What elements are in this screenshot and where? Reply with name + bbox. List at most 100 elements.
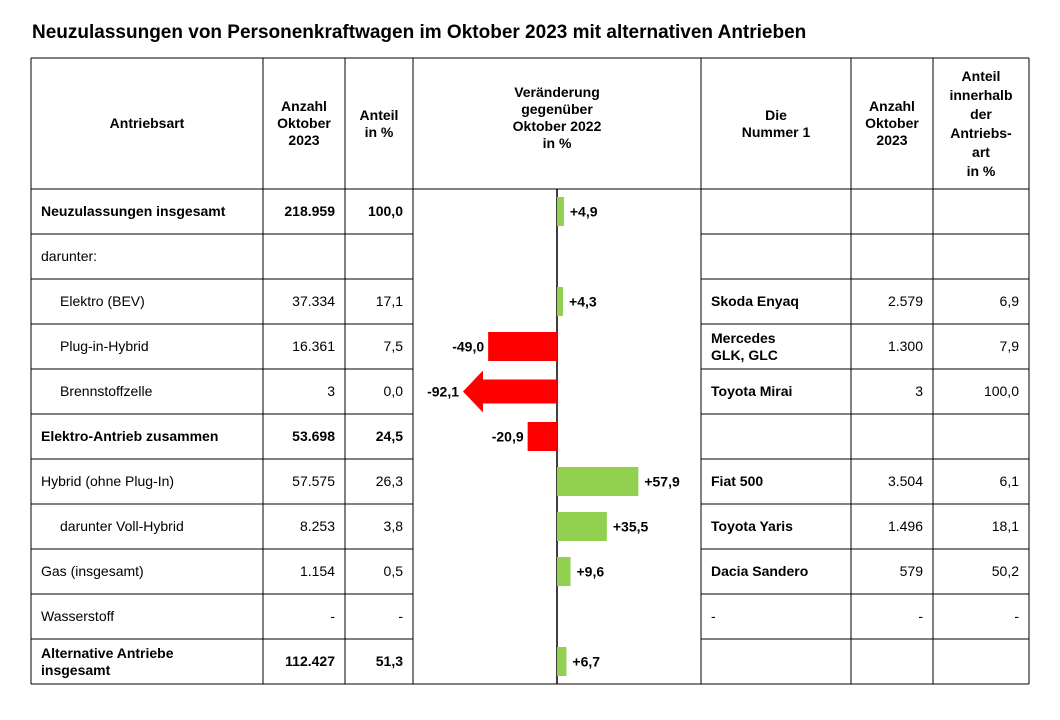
row-top-model-line: Mercedes — [711, 329, 776, 346]
row-anzahl-line: 3 — [327, 383, 335, 399]
row-label: Brennstoffzelle — [31, 369, 263, 414]
row-anteil-line: 26,3 — [375, 473, 403, 489]
header-veraenderung-line: in % — [542, 134, 572, 151]
header-anteil-line: in % — [364, 123, 394, 140]
header-anzahl-line: Anzahl — [281, 98, 327, 114]
row-top-anteil-line: 6,1 — [999, 473, 1019, 489]
row-label: Alternative Antriebe insgesamt — [31, 639, 263, 684]
row-top-anteil-line: - — [1014, 608, 1019, 624]
row-label-line: Neuzulassungen insgesamt — [41, 203, 226, 219]
row-anteil-line: 3,8 — [383, 518, 403, 534]
row-top-anzahl-line: 3 — [915, 383, 923, 399]
row-label: Neuzulassungen insgesamt — [31, 189, 263, 234]
change-bar — [557, 647, 567, 676]
row-top-anteil: 100,0 — [933, 369, 1029, 414]
row-anzahl: 218.959 — [263, 189, 345, 234]
header-veraenderung-line: Veränderung — [514, 83, 600, 100]
row-label-line: Elektro (BEV) — [60, 293, 145, 309]
row-anteil-line: 0,5 — [383, 563, 403, 579]
change-bar-label: +57,9 — [644, 474, 680, 490]
row-top-anteil-line: 6,9 — [999, 293, 1019, 309]
header-anteil: Anteil in % — [345, 58, 413, 189]
header-anzahl2-line: Oktober — [865, 115, 919, 131]
row-anteil: 7,5 — [345, 324, 413, 369]
row-top-anzahl-line: 1.496 — [887, 518, 923, 534]
row-anzahl-line: 16.361 — [292, 338, 335, 354]
row-top-anteil: 18,1 — [933, 504, 1029, 549]
change-bar-label: +9,6 — [576, 564, 604, 580]
header-anteil2: Anteil innerhalb der Antriebs-art in % — [933, 58, 1029, 189]
row-top-anzahl-line: - — [918, 608, 923, 624]
change-bar-label: -49,0 — [452, 339, 484, 355]
row-top-model-line: Skoda Enyaq — [711, 293, 799, 309]
header-anzahl: Anzahl Oktober 2023 — [263, 58, 345, 189]
change-bar — [463, 370, 557, 413]
row-anteil: - — [345, 594, 413, 639]
header-anteil2-line: der — [970, 105, 992, 122]
row-top-anzahl: 2.579 — [851, 279, 933, 324]
page-title: Neuzulassungen von Personenkraftwagen im… — [32, 22, 807, 43]
row-top-model-line: Toyota Yaris — [711, 518, 793, 534]
row-anzahl-line: 8.253 — [299, 518, 335, 534]
row-label-line: Hybrid (ohne Plug-In) — [41, 473, 175, 489]
row-anteil: 24,5 — [345, 414, 413, 459]
header-anteil2-line: in % — [966, 162, 996, 179]
row-anteil-line: 51,3 — [375, 653, 403, 669]
row-top-anteil-line: 50,2 — [991, 563, 1019, 579]
row-anzahl: 53.698 — [263, 414, 345, 459]
row-label: Wasserstoff — [31, 594, 263, 639]
row-top-anteil: - — [933, 594, 1029, 639]
row-top-anzahl: 1.300 — [851, 324, 933, 369]
row-anteil-line: 7,5 — [383, 338, 403, 354]
row-anteil-line: - — [398, 608, 403, 624]
row-anzahl: 1.154 — [263, 549, 345, 594]
row-anteil: 0,5 — [345, 549, 413, 594]
row-anteil: 26,3 — [345, 459, 413, 504]
row-anzahl: 16.361 — [263, 324, 345, 369]
row-top-model: Toyota Yaris — [701, 504, 851, 549]
header-anzahl2-line: 2023 — [876, 132, 908, 148]
row-anteil: 3,8 — [345, 504, 413, 549]
row-anzahl-line: 57.575 — [292, 473, 335, 489]
row-label: Gas (insgesamt) — [31, 549, 263, 594]
header-anzahl-line: Oktober — [277, 115, 331, 131]
row-label: Plug-in-Hybrid — [31, 324, 263, 369]
row-label: Hybrid (ohne Plug-In) — [31, 459, 263, 504]
row-top-model: Mercedes GLK, GLC — [701, 324, 851, 369]
row-top-model-line: Toyota Mirai — [711, 383, 793, 399]
header-anteil-line: Anteil — [359, 106, 399, 123]
change-bar-label: -92,1 — [427, 384, 459, 400]
row-label-line: Alternative Antriebe — [41, 644, 174, 661]
header-anzahl2: Anzahl Oktober 2023 — [851, 58, 933, 189]
row-top-anteil-line: 100,0 — [983, 383, 1019, 399]
row-anteil-line: 17,1 — [375, 293, 403, 309]
header-anteil2-line: Anteil — [961, 67, 1001, 84]
row-anzahl-line: 53.698 — [292, 428, 335, 444]
row-top-anzahl-line: 2.579 — [887, 293, 923, 309]
row-top-anzahl-line: 1.300 — [887, 338, 923, 354]
row-anzahl: 112.427 — [263, 639, 345, 684]
row-top-anteil: 6,9 — [933, 279, 1029, 324]
row-label-line: Plug-in-Hybrid — [60, 338, 149, 354]
row-anteil-line: 100,0 — [367, 203, 403, 219]
header-anteil2-line: innerhalb — [949, 86, 1013, 103]
row-top-model-line: GLK, GLC — [711, 346, 778, 363]
row-top-anzahl: 3.504 — [851, 459, 933, 504]
header-anteil2-line: art — [972, 143, 990, 160]
row-top-anzahl-line: 579 — [899, 563, 923, 579]
row-top-anteil-line: 18,1 — [991, 518, 1019, 534]
row-anzahl-line: 112.427 — [285, 653, 335, 669]
change-bar — [557, 197, 564, 226]
row-label-line: darunter: — [41, 248, 98, 264]
row-top-model-line: Dacia Sandero — [711, 563, 809, 579]
change-bar-label: -20,9 — [492, 429, 524, 445]
change-bar — [488, 332, 557, 361]
row-top-model-line: - — [711, 608, 716, 624]
row-label-line: darunter Voll-Hybrid — [60, 518, 184, 534]
row-label-line: Elektro-Antrieb zusammen — [41, 428, 219, 444]
row-top-model: - — [701, 594, 851, 639]
row-label-line: insgesamt — [41, 661, 111, 678]
change-bar — [557, 557, 571, 586]
header-nummer1-line: Nummer 1 — [741, 123, 811, 140]
